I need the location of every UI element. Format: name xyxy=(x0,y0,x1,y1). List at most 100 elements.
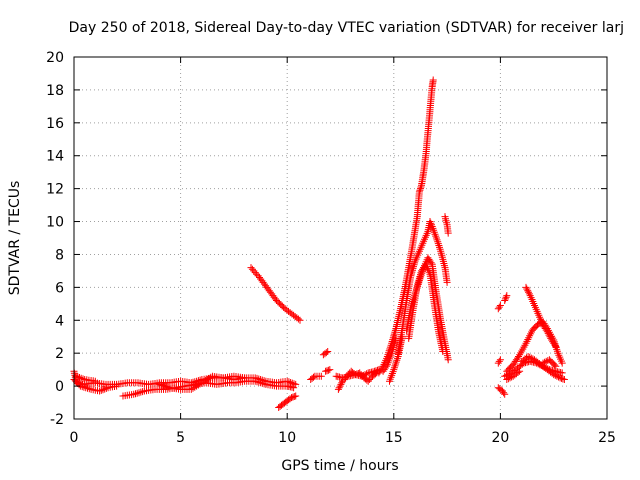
chart-title: Day 250 of 2018, Sidereal Day-to-day VTE… xyxy=(69,20,624,36)
x-axis-label: GPS time / hours xyxy=(281,458,398,474)
data-point xyxy=(258,379,266,387)
data-point xyxy=(527,354,535,362)
data-point xyxy=(501,295,509,303)
data-point xyxy=(364,377,372,385)
data-point xyxy=(545,331,553,339)
data-point xyxy=(496,302,504,309)
y-tick-label: 18 xyxy=(46,83,64,99)
data-point xyxy=(426,218,434,225)
data-point xyxy=(525,290,533,298)
y-tick-label: 14 xyxy=(46,149,64,165)
data-point xyxy=(524,336,532,343)
data-point xyxy=(444,229,452,237)
data-point xyxy=(408,268,416,276)
data-point xyxy=(553,372,561,380)
data-point xyxy=(443,278,451,286)
data-point xyxy=(390,366,398,374)
data-point xyxy=(503,376,511,383)
data-point xyxy=(102,384,110,392)
x-tick-label: 20 xyxy=(491,430,509,446)
data-point xyxy=(434,238,442,246)
data-point xyxy=(552,343,560,351)
data-point xyxy=(135,389,143,397)
data-point xyxy=(523,285,531,293)
x-tick-label: 15 xyxy=(385,430,403,446)
data-point xyxy=(436,243,443,251)
data-point xyxy=(335,384,343,392)
data-point xyxy=(392,360,400,368)
data-point xyxy=(416,186,424,194)
data-point xyxy=(551,341,559,349)
data-point xyxy=(189,384,197,392)
data-point xyxy=(200,378,208,386)
data-point xyxy=(495,357,503,365)
data-point xyxy=(207,373,215,381)
data-point xyxy=(515,353,522,360)
data-point xyxy=(113,382,121,390)
data-point xyxy=(205,374,213,382)
plot-frame xyxy=(73,56,608,420)
data-point xyxy=(500,389,508,397)
data-point xyxy=(75,381,83,389)
data-point xyxy=(544,329,552,337)
data-point xyxy=(292,392,300,400)
data-points xyxy=(70,76,568,411)
data-point xyxy=(196,380,204,388)
data-point xyxy=(74,373,82,381)
y-tick-label: 0 xyxy=(55,379,64,395)
data-point xyxy=(294,315,302,323)
data-point xyxy=(522,283,530,291)
data-point xyxy=(390,330,398,338)
data-point xyxy=(394,354,401,362)
data-point xyxy=(96,387,104,395)
data-point xyxy=(501,297,509,304)
y-tick-label: 2 xyxy=(55,346,64,362)
data-point xyxy=(253,378,261,386)
data-point xyxy=(435,242,443,249)
data-point xyxy=(552,362,560,370)
data-point xyxy=(322,349,330,357)
data-point xyxy=(159,382,167,389)
data-point xyxy=(132,390,139,398)
x-tick-label: 0 xyxy=(70,430,79,446)
data-point xyxy=(344,371,352,379)
data-point xyxy=(371,370,379,378)
data-point xyxy=(543,328,551,336)
data-point xyxy=(198,379,206,387)
y-tick-label: -2 xyxy=(50,412,64,428)
data-point xyxy=(296,316,304,324)
data-point xyxy=(363,370,371,378)
data-point xyxy=(78,383,86,391)
data-point xyxy=(525,288,532,296)
data-point xyxy=(524,287,532,295)
data-point xyxy=(82,384,90,392)
data-point xyxy=(551,361,559,369)
y-tick-label: 4 xyxy=(55,313,64,329)
x-axis-ticks: 0 5 10 15 20 25 xyxy=(70,57,616,446)
data-point xyxy=(516,367,524,375)
x-tick-label: 10 xyxy=(278,430,296,446)
data-point xyxy=(551,371,559,379)
data-point xyxy=(555,373,562,381)
data-point xyxy=(427,219,435,227)
data-point xyxy=(155,380,163,388)
data-point xyxy=(541,358,549,366)
data-point xyxy=(357,371,365,379)
data-point xyxy=(495,303,503,311)
y-axis-label: SDTVAR / TECUs xyxy=(7,181,23,296)
data-point xyxy=(503,292,511,300)
data-point xyxy=(85,385,93,393)
data-point xyxy=(539,359,547,367)
data-point xyxy=(558,359,566,367)
data-point xyxy=(436,245,444,253)
data-point xyxy=(410,263,417,271)
data-point xyxy=(339,377,347,385)
x-tick-label: 5 xyxy=(176,430,185,446)
y-tick-label: 16 xyxy=(46,116,64,132)
y-tick-label: 8 xyxy=(55,247,64,263)
data-point xyxy=(439,348,447,355)
y-tick-label: 6 xyxy=(55,280,64,296)
data-point xyxy=(290,384,298,392)
data-point xyxy=(496,356,504,364)
